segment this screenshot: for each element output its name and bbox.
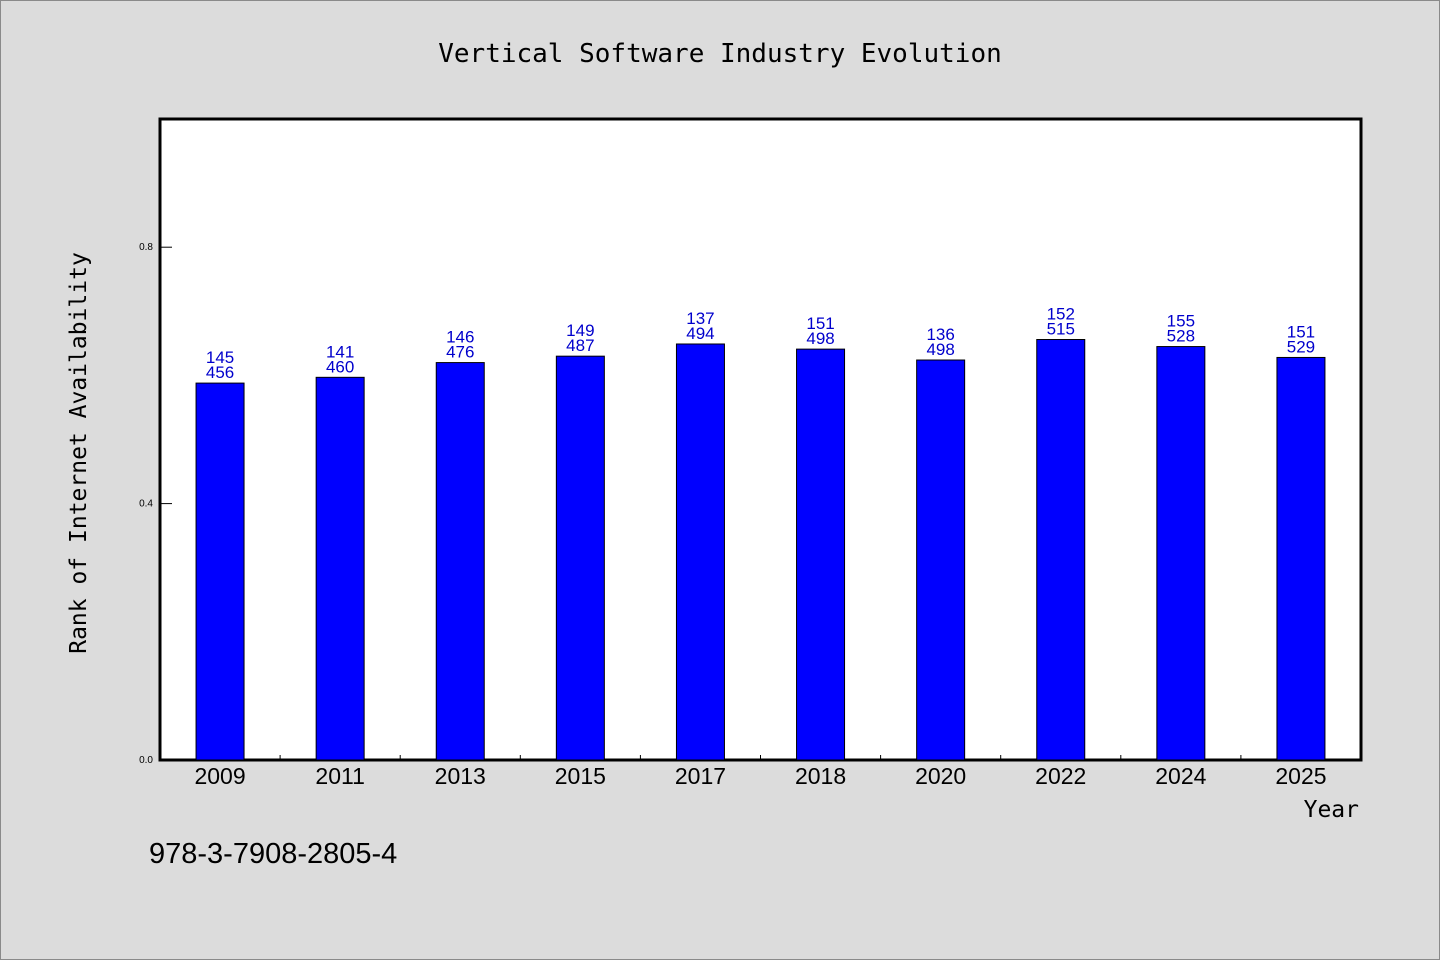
bar-label-bottom-2009: 456 [206,363,234,382]
bar-label-top-2024: 155 [1167,312,1195,331]
bar-label-bottom-2024: 528 [1167,327,1195,346]
bar-label-top-2013: 146 [446,328,474,347]
bar-label-bottom-2015: 487 [566,336,594,355]
bar-label-top-2020: 136 [926,325,954,344]
y-tick-label-0.8: 0.8 [139,242,153,253]
bar-label-bottom-2017: 494 [686,324,714,343]
bar-2017 [675,343,725,761]
x-tick-label-2018: 2018 [795,763,846,789]
x-tick-label-2011: 2011 [315,763,364,789]
bar-2025 [1276,356,1326,761]
chart-title: Vertical Software Industry Evolution [438,39,1002,69]
bar-label-bottom-2020: 498 [926,340,954,359]
bar-label-top-2018: 151 [806,314,834,333]
bar-label-bottom-2013: 476 [446,343,474,362]
bar-2013 [435,362,485,761]
bar-label-top-2015: 149 [566,321,594,340]
x-tick-label-2009: 2009 [194,763,245,789]
bar-2018 [796,348,846,761]
bar-label-top-2025: 151 [1287,322,1315,341]
bar-label-bottom-2022: 515 [1047,320,1075,339]
bars-group [195,339,1326,761]
x-tick-label-2013: 2013 [435,763,486,789]
y-axis-label: Rank of Internet Availability [66,252,92,654]
x-tick-label-2024: 2024 [1155,763,1206,789]
bar-label-bottom-2018: 498 [806,329,834,348]
bar-2022 [1036,339,1086,761]
bar-2015 [555,355,605,761]
bar-label-bottom-2025: 529 [1287,337,1315,356]
bar-2011 [315,376,365,761]
bar-2024 [1156,346,1206,761]
bar-2009 [195,382,245,761]
x-tick-label-2020: 2020 [915,763,966,789]
bar-label-top-2009: 145 [206,348,234,367]
y-axis: 0.0 0.4 0.8 [139,242,172,766]
x-tick-label-2022: 2022 [1035,763,1086,789]
x-axis: 2009 2011 2013 2015 2017 2018 2020 2022 2024 2025 [194,755,1327,789]
bar-label-top-2017: 137 [686,309,714,328]
y-tick-label-0.0: 0.0 [139,755,153,766]
x-tick-label-2015: 2015 [555,763,606,789]
x-tick-label-2017: 2017 [675,763,726,789]
bar-label-top-2022: 152 [1047,305,1075,324]
y-tick-label-0.4: 0.4 [139,499,153,510]
bar-2020 [916,359,966,761]
x-axis-label: Year [1304,797,1359,823]
isbn-footnote: 978-3-7908-2805-4 [149,838,397,870]
bar-label-top-2011: 141 [326,342,354,361]
x-tick-label-2025: 2025 [1275,763,1326,789]
bar-label-bottom-2011: 460 [326,357,354,376]
